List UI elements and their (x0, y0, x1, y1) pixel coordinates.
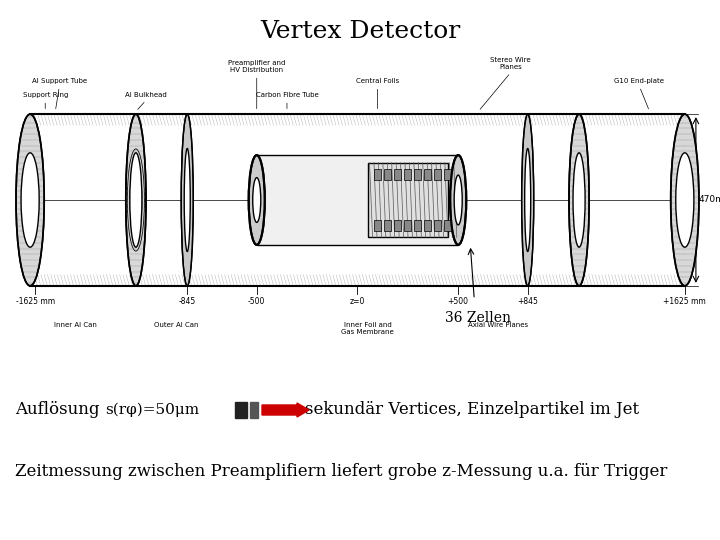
Ellipse shape (450, 155, 467, 245)
Bar (404, 169, 411, 180)
Ellipse shape (16, 114, 44, 286)
Bar (394, 169, 401, 180)
Text: 36 Zellen: 36 Zellen (446, 310, 511, 325)
Text: -845: -845 (179, 297, 196, 306)
Bar (394, 220, 401, 231)
Text: Zeitmessung zwischen Preamplifiern liefert grobe z-Messung u.a. für Trigger: Zeitmessung zwischen Preamplifiern liefe… (15, 463, 667, 481)
Ellipse shape (130, 153, 142, 247)
Ellipse shape (248, 155, 265, 245)
Text: z=0: z=0 (350, 297, 365, 306)
Text: -500: -500 (248, 297, 266, 306)
Bar (414, 169, 421, 180)
Bar (250, 402, 258, 418)
Bar (434, 220, 441, 231)
Ellipse shape (671, 114, 699, 286)
Text: sekundär Vertices, Einzelpartikel im Jet: sekundär Vertices, Einzelpartikel im Jet (305, 402, 639, 418)
Text: Auflösung: Auflösung (15, 402, 110, 418)
Text: +1625 mm: +1625 mm (663, 297, 706, 306)
Bar (374, 220, 381, 231)
Bar (384, 169, 391, 180)
Ellipse shape (126, 114, 146, 286)
Text: Axial Wire Planes: Axial Wire Planes (469, 322, 528, 328)
Bar (404, 220, 411, 231)
Ellipse shape (126, 140, 146, 260)
Bar (257, 155, 458, 245)
Text: Outer Al Can: Outer Al Can (154, 322, 199, 328)
Text: Stereo Wire
Planes: Stereo Wire Planes (490, 57, 531, 70)
Bar (434, 169, 441, 180)
Text: G10 End-plate: G10 End-plate (614, 78, 665, 84)
Bar (235, 402, 247, 418)
Bar (374, 169, 381, 180)
Text: Al Support Tube: Al Support Tube (32, 78, 87, 84)
Text: s(rφ)=50μm: s(rφ)=50μm (105, 403, 199, 417)
Text: Preamplifier and
HV Distribution: Preamplifier and HV Distribution (228, 60, 285, 73)
Text: Vertex Detector: Vertex Detector (260, 20, 460, 43)
Text: Inner Foil and
Gas Membrane: Inner Foil and Gas Membrane (341, 322, 394, 335)
Bar (424, 220, 431, 231)
Ellipse shape (181, 114, 193, 286)
Bar (424, 169, 431, 180)
Ellipse shape (21, 153, 39, 247)
Ellipse shape (676, 153, 694, 247)
Bar (414, 220, 421, 231)
FancyArrow shape (262, 403, 309, 417)
Text: -1625 mm: -1625 mm (16, 297, 55, 306)
Bar (30, 114, 685, 286)
Text: +500: +500 (448, 297, 469, 306)
Ellipse shape (522, 114, 534, 286)
Ellipse shape (573, 153, 585, 247)
Bar (384, 220, 391, 231)
Ellipse shape (454, 175, 462, 225)
Bar (444, 220, 451, 231)
Ellipse shape (525, 148, 531, 252)
Bar (367, 163, 448, 238)
Ellipse shape (253, 178, 261, 222)
Bar (444, 169, 451, 180)
Text: 470mm: 470mm (699, 195, 720, 205)
Ellipse shape (184, 148, 190, 252)
Text: Al Bulkhead: Al Bulkhead (125, 92, 167, 98)
Ellipse shape (569, 114, 589, 286)
Text: +845: +845 (517, 297, 538, 306)
Text: Carbon Fibre Tube: Carbon Fibre Tube (256, 92, 318, 98)
Text: Support Ring: Support Ring (22, 92, 68, 98)
Text: Central Foils: Central Foils (356, 78, 399, 84)
Text: Inner Al Can: Inner Al Can (54, 322, 97, 328)
